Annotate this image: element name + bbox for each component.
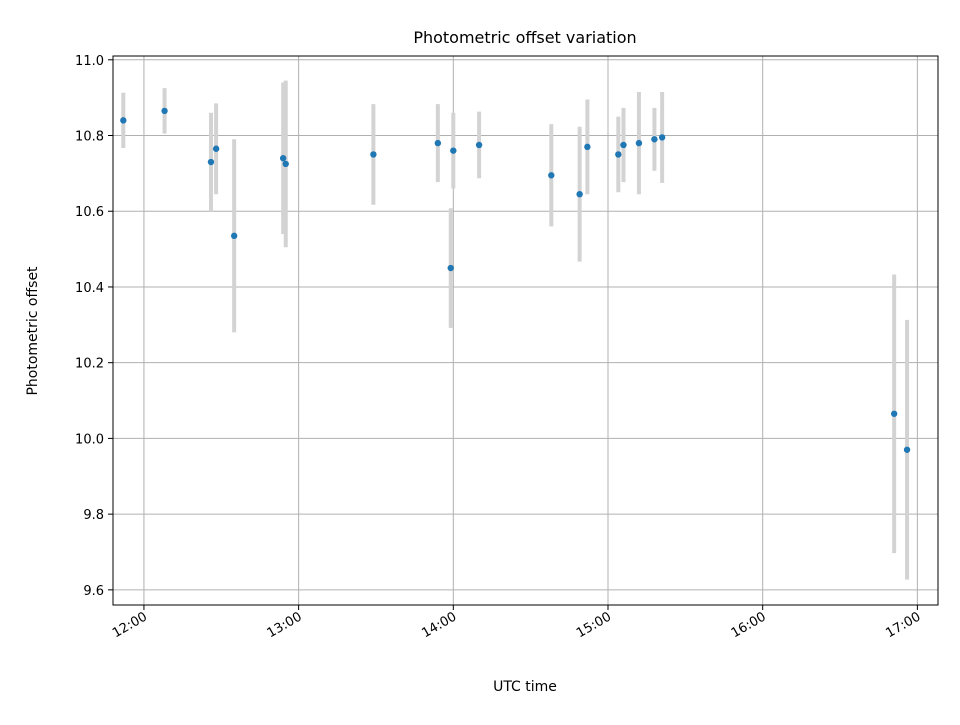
y-tick-label: 10.8 <box>75 130 104 145</box>
grid <box>113 56 938 605</box>
data-points <box>120 107 911 453</box>
data-point <box>282 160 289 168</box>
error-bars <box>121 80 910 580</box>
data-point <box>548 172 555 179</box>
data-point <box>434 139 442 147</box>
data-point <box>615 151 622 158</box>
plot-area-frame <box>112 55 939 606</box>
data-point <box>890 410 898 417</box>
data-point <box>620 141 627 149</box>
data-point <box>903 446 911 453</box>
x-axis-label: UTC time <box>493 679 557 695</box>
data-point <box>658 134 666 141</box>
y-tick-label: 10.2 <box>75 357 104 372</box>
data-point <box>584 143 591 151</box>
y-tick-label: 9.6 <box>83 584 104 599</box>
data-point <box>207 158 215 166</box>
data-point <box>212 145 220 152</box>
x-tick-label: 14:00 <box>419 609 459 641</box>
data-point <box>651 136 658 143</box>
x-tick-label: 12:00 <box>110 609 150 641</box>
x-axis-ticks: 12:00 13:00 14:00 15:00 16:00 17:00 <box>110 605 923 641</box>
data-point <box>230 232 238 240</box>
x-tick-label: 16:00 <box>729 609 769 641</box>
x-tick-label: 17:00 <box>883 609 923 641</box>
y-tick-label: 10.0 <box>75 432 104 447</box>
data-point <box>370 151 377 158</box>
data-point <box>120 117 127 124</box>
data-point <box>279 155 287 162</box>
y-axis-label: Photometric offset <box>25 266 41 396</box>
x-tick-label: 13:00 <box>265 609 305 641</box>
data-point <box>161 107 168 115</box>
y-tick-label: 10.4 <box>75 281 104 296</box>
y-tick-label: 11.0 <box>75 54 104 69</box>
y-axis-ticks: 9.6 9.8 10.0 10.2 10.4 10.6 10.8 11.0 <box>75 54 113 599</box>
data-point <box>450 147 457 154</box>
data-point <box>635 139 643 147</box>
data-point <box>576 190 583 198</box>
data-point <box>475 141 483 149</box>
chart-title: Photometric offset variation <box>413 28 636 47</box>
data-point <box>447 264 454 272</box>
y-tick-label: 10.6 <box>75 205 104 220</box>
y-tick-label: 9.8 <box>83 508 104 523</box>
x-tick-label: 15:00 <box>574 609 614 641</box>
